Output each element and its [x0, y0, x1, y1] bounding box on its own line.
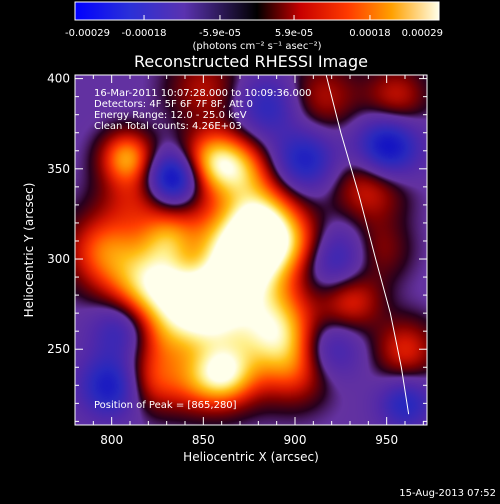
y-tick-label: 400 — [47, 72, 70, 86]
colorbar-tick-label: 5.9e-05 — [275, 28, 313, 39]
annotation-time-range: 16-Mar-2011 10:07:28.000 to 10:09:36.000 — [94, 88, 312, 99]
colorbar-units-label: (photons cm⁻² s⁻¹ asec⁻²) — [192, 41, 321, 52]
y-tick-label: 350 — [47, 162, 70, 176]
x-tick-label: 800 — [100, 433, 123, 447]
annotation-energy-range: Energy Range: 12.0 - 25.0 keV — [94, 110, 247, 121]
colorbar-tick-label: -5.9e-05 — [199, 28, 241, 39]
y-tick-label: 300 — [47, 252, 70, 266]
colorbar-tick-label: -0.00018 — [122, 28, 167, 39]
annotation-detectors: Detectors: 4F 5F 6F 7F 8F, Att 0 — [94, 99, 253, 110]
chart-title: Reconstructed RHESSI Image — [134, 52, 368, 71]
y-axis-label: Heliocentric Y (arcsec) — [22, 183, 36, 318]
colorbar — [74, 1, 440, 21]
solar-limb-line — [325, 75, 410, 415]
plot-frame — [74, 74, 428, 426]
colorbar-tick-label: 0.00029 — [402, 28, 443, 39]
axis-ticks: 800 850 900 950 250 300 350 400 — [47, 72, 427, 447]
x-tick-label: 950 — [375, 433, 398, 447]
peak-position-label: Position of Peak = [865,280] — [94, 400, 237, 411]
x-axis-label: Heliocentric X (arcsec) — [183, 450, 319, 464]
footer-timestamp: 15-Aug-2013 07:52 — [399, 488, 496, 499]
colorbar-ticks: -0.00029 -0.00018 -5.9e-05 5.9e-05 0.00018 0.… — [65, 15, 443, 39]
x-tick-label: 900 — [284, 433, 307, 447]
annotation-clean-counts: Clean Total counts: 4.26E+03 — [94, 121, 242, 132]
colorbar-tick-label: 0.00018 — [349, 28, 390, 39]
x-tick-label: 850 — [192, 433, 215, 447]
colorbar-tick-label: -0.00029 — [65, 28, 110, 39]
annotation-block: 16-Mar-2011 10:07:28.000 to 10:09:36.000… — [94, 88, 312, 132]
heatmap-image — [75, 75, 427, 425]
y-tick-label: 250 — [47, 342, 70, 356]
